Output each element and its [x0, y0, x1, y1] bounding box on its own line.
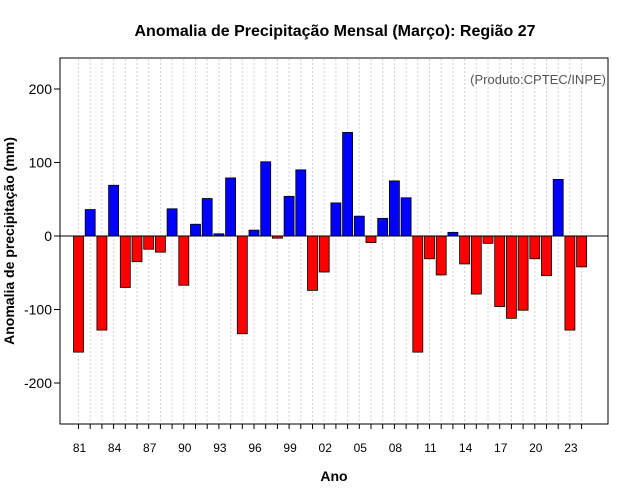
x-tick-label: 93: [213, 441, 227, 455]
bar-2005: [353, 215, 365, 237]
bar-2022: [552, 179, 564, 237]
y-axis: -200 -100 0 100 200: [24, 81, 60, 391]
x-tick-label: 23: [564, 441, 578, 455]
x-tick-label: 84: [108, 441, 122, 455]
bar-2010: [412, 235, 424, 353]
bar-1995: [236, 235, 248, 335]
bar-1983: [96, 235, 108, 331]
x-tick-label: 81: [73, 441, 87, 455]
bar-2009: [400, 197, 412, 237]
x-axis: 81 84 87 90 93 96 99 02 05 08 11 14 17 20 23: [73, 424, 583, 455]
bar-2000: [295, 169, 307, 237]
bar-2013: [447, 231, 459, 237]
bar-1981: [73, 235, 84, 353]
bar-1994: [225, 177, 237, 237]
bar-2023: [564, 235, 576, 331]
x-tick-label: 87: [143, 441, 157, 455]
bar-2001: [307, 235, 318, 291]
x-tick-label: 05: [354, 441, 368, 455]
bars: [73, 131, 587, 353]
bar-2020: [529, 235, 541, 260]
bar-2018: [505, 235, 517, 319]
bar-2008: [388, 180, 400, 237]
x-tick-label: 08: [389, 441, 403, 455]
bar-1991: [190, 223, 201, 237]
bar-1999: [283, 195, 295, 237]
bar-2011: [424, 235, 435, 260]
bar-1996: [248, 229, 260, 237]
y-tick-label: -200: [24, 375, 52, 391]
chart-title: Anomalia de Precipitação Mensal (Março):…: [134, 23, 535, 40]
bar-2021: [541, 235, 552, 277]
x-tick-label: 11: [424, 441, 437, 455]
bar-2004: [342, 131, 354, 237]
bar-1986: [131, 235, 143, 263]
y-tick-label: 200: [29, 81, 53, 97]
bar-1982: [84, 209, 96, 237]
x-tick-label: 90: [178, 441, 192, 455]
y-tick-label: 100: [29, 155, 53, 171]
bar-2002: [318, 235, 330, 273]
bar-1987: [143, 235, 155, 250]
x-tick-label: 14: [459, 441, 473, 455]
x-tick-label: 17: [494, 441, 508, 455]
bar-2015: [470, 235, 482, 295]
bar-1992: [201, 198, 213, 237]
bar-2017: [494, 235, 506, 307]
bar-2006: [365, 235, 377, 244]
bar-1990: [178, 235, 190, 286]
bar-2024: [576, 235, 587, 268]
plot-frame: [59, 57, 609, 425]
y-tick-label: -100: [24, 302, 52, 318]
x-tick-label: 96: [248, 441, 262, 455]
bar-2007: [377, 217, 389, 237]
bar-1984: [108, 184, 119, 237]
x-tick-label: 20: [529, 441, 543, 455]
credit-label: (Produto:CPTEC/INPE): [470, 72, 606, 87]
bar-2003: [330, 202, 342, 237]
bar-1988: [154, 235, 166, 253]
bar-2019: [517, 235, 529, 311]
bar-2016: [482, 235, 494, 244]
bar-1997: [260, 161, 272, 237]
x-axis-title: Ano: [320, 468, 347, 484]
bar-1989: [166, 208, 178, 237]
bar-1985: [119, 235, 131, 288]
x-tick-label: 99: [283, 441, 297, 455]
y-axis-title: Anomalia de precipitação (mm): [1, 137, 17, 345]
bar-2014: [459, 235, 471, 265]
x-tick-label: 02: [319, 441, 333, 455]
bar-2012: [435, 235, 447, 276]
y-tick-label: 0: [44, 228, 52, 244]
